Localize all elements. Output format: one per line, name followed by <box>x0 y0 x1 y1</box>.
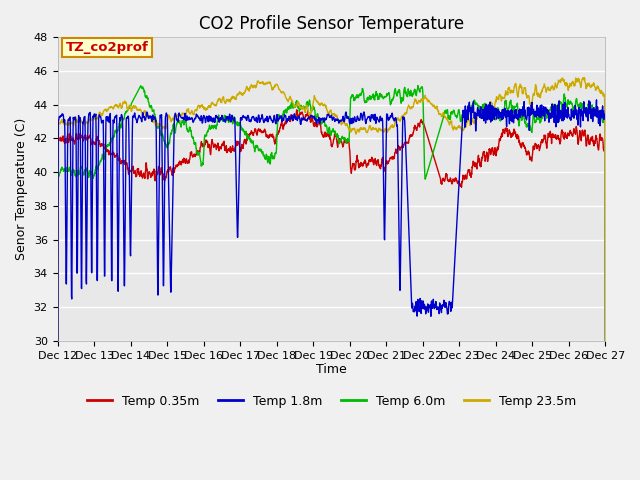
Text: TZ_co2prof: TZ_co2prof <box>66 41 148 54</box>
X-axis label: Time: Time <box>316 363 347 376</box>
Y-axis label: Senor Temperature (C): Senor Temperature (C) <box>15 118 28 260</box>
Legend: Temp 0.35m, Temp 1.8m, Temp 6.0m, Temp 23.5m: Temp 0.35m, Temp 1.8m, Temp 6.0m, Temp 2… <box>82 390 581 412</box>
Title: CO2 Profile Sensor Temperature: CO2 Profile Sensor Temperature <box>199 15 464 33</box>
